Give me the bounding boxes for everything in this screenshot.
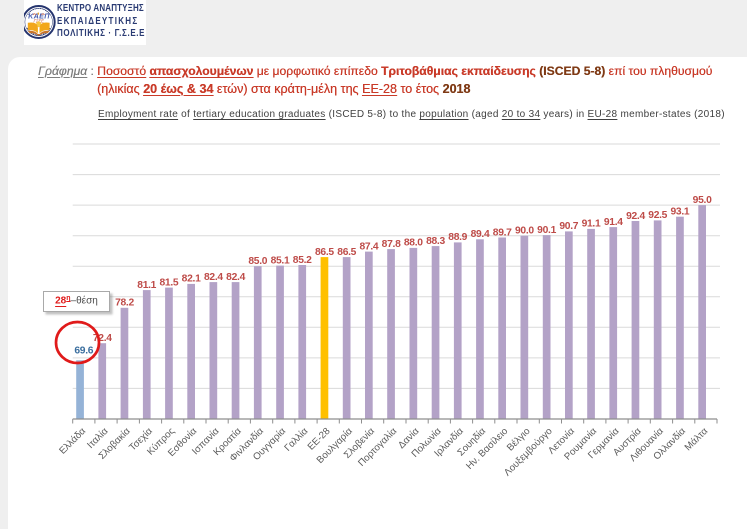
svg-text:72.4: 72.4 (93, 333, 112, 344)
svg-text:95.0: 95.0 (693, 195, 712, 206)
svg-text:91.1: 91.1 (582, 219, 601, 230)
svg-text:Ελλάδα: Ελλάδα (57, 426, 88, 457)
svg-text:89.4: 89.4 (471, 229, 490, 240)
svg-text:93.1: 93.1 (670, 207, 689, 218)
svg-text:91.4: 91.4 (604, 217, 623, 228)
svg-text:82.1: 82.1 (182, 274, 201, 285)
svg-text:85.1: 85.1 (271, 255, 290, 266)
svg-text:88.0: 88.0 (404, 238, 423, 249)
svg-text:82.4: 82.4 (226, 272, 245, 283)
svg-text:88.9: 88.9 (448, 232, 467, 243)
svg-text:88.3: 88.3 (426, 236, 445, 247)
svg-text:92.5: 92.5 (648, 210, 667, 221)
svg-text:81.1: 81.1 (137, 280, 156, 291)
svg-text:90.7: 90.7 (559, 221, 578, 232)
svg-text:Μάλτα: Μάλτα (683, 426, 711, 454)
svg-text:81.5: 81.5 (159, 277, 178, 288)
svg-text:ΚΑΕΠ: ΚΑΕΠ (28, 11, 50, 20)
svg-text:92.4: 92.4 (626, 211, 645, 222)
svg-text:85.0: 85.0 (248, 256, 267, 267)
svg-text:89.7: 89.7 (493, 227, 512, 238)
svg-text:78.2: 78.2 (115, 298, 134, 309)
svg-text:Γαλλία: Γαλλία (282, 426, 310, 454)
svg-text:86.5: 86.5 (315, 247, 334, 258)
svg-text:87.4: 87.4 (359, 241, 378, 252)
svg-text:85.2: 85.2 (293, 255, 312, 266)
svg-text:90.0: 90.0 (515, 226, 534, 237)
svg-text:ΓΣΕΕ: ΓΣΕΕ (33, 19, 44, 24)
svg-text:82.4: 82.4 (204, 272, 223, 283)
svg-text:90.1: 90.1 (537, 225, 556, 236)
svg-text:86.5: 86.5 (337, 247, 356, 258)
svg-text:69.6: 69.6 (74, 346, 93, 357)
svg-text:87.8: 87.8 (382, 239, 401, 250)
